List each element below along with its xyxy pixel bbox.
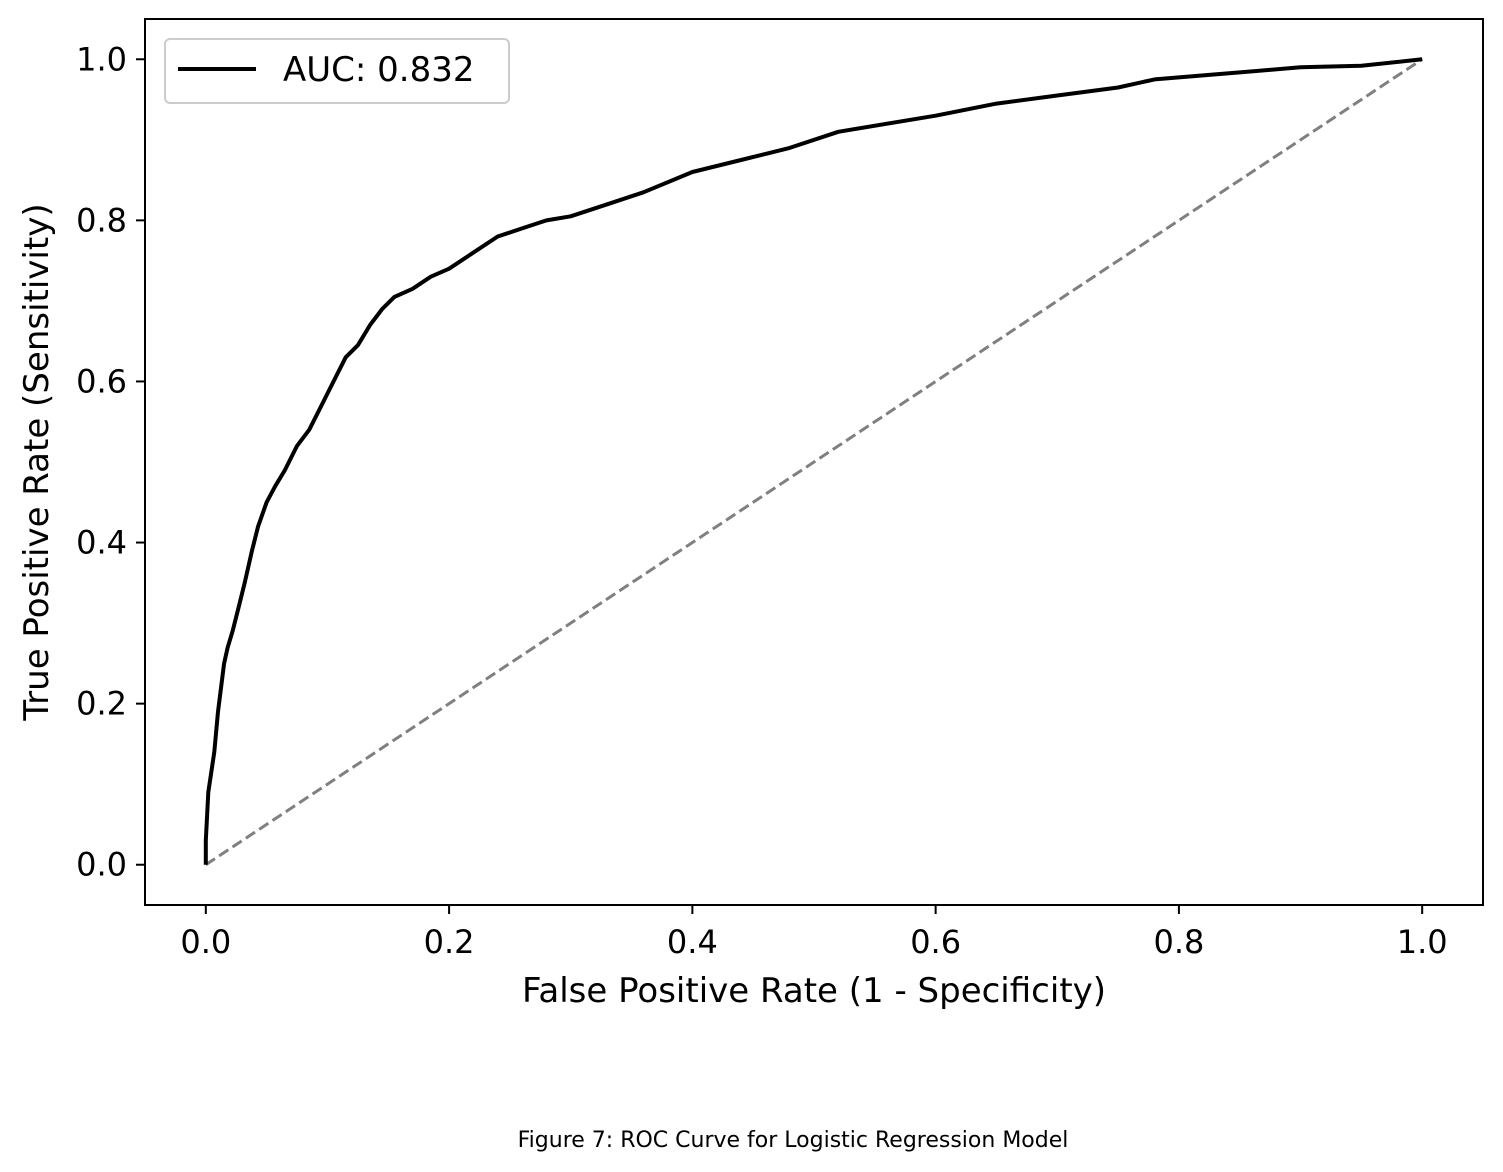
y-tick-label: 0.6 <box>76 362 127 400</box>
plot-frame <box>144 18 1484 906</box>
legend: AUC: 0.832 <box>164 38 510 104</box>
legend-box <box>164 38 510 104</box>
x-axis-label: False Positive Rate (1 - Specificity) <box>522 971 1106 1011</box>
x-tick-label: 0.4 <box>667 923 718 961</box>
y-tick-label: 1.0 <box>76 40 127 78</box>
x-tick-label: 0.0 <box>180 923 231 961</box>
plot-area <box>203 57 1424 866</box>
reference-diagonal-line <box>204 58 1424 866</box>
y-axis-label: True Positive Rate (Sensitivity) <box>17 203 57 721</box>
axis-ticks: 0.0 0.2 0.4 0.6 0.8 1.0 0.0 0.2 0.4 0.6 0.8 1.0 <box>76 40 1448 961</box>
y-tick-label: 0.8 <box>76 201 127 239</box>
x-tick-label: 0.8 <box>1153 923 1204 961</box>
y-tick-label: 0.2 <box>76 685 127 723</box>
legend-entry-label: AUC: 0.832 <box>283 50 474 90</box>
y-tick-label: 0.0 <box>76 846 127 884</box>
y-tick-label: 0.4 <box>76 524 127 562</box>
figure-caption: Figure 7: ROC Curve for Logistic Regress… <box>518 1128 1069 1153</box>
x-tick-label: 1.0 <box>1397 923 1448 961</box>
roc-curve-line <box>203 57 1423 865</box>
x-tick-label: 0.2 <box>424 923 475 961</box>
x-tick-label: 0.6 <box>910 923 961 961</box>
